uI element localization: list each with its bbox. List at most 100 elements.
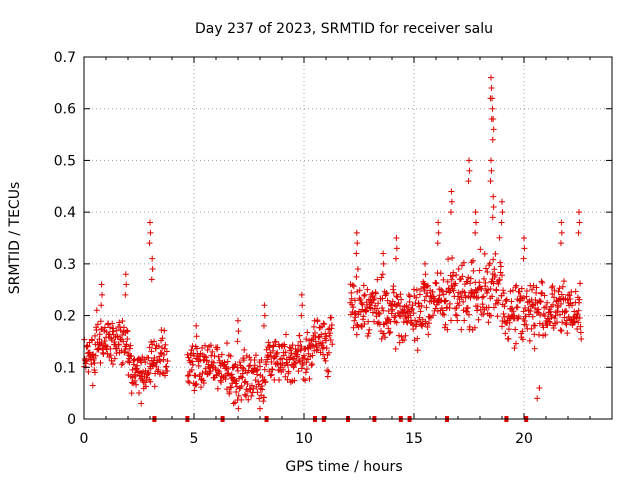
data-point xyxy=(398,296,405,303)
data-point xyxy=(545,315,552,322)
data-point xyxy=(390,283,397,290)
data-point xyxy=(246,354,253,361)
data-point xyxy=(380,250,387,257)
data-point xyxy=(529,302,536,309)
data-point xyxy=(466,157,472,164)
data-point xyxy=(405,304,412,311)
data-point xyxy=(145,355,152,362)
data-point xyxy=(385,325,392,332)
data-point xyxy=(454,317,461,324)
data-point xyxy=(163,363,170,370)
data-point xyxy=(413,294,420,301)
data-point xyxy=(442,297,449,304)
data-point xyxy=(329,341,336,348)
data-point xyxy=(425,331,432,338)
data-point xyxy=(360,313,367,320)
data-point xyxy=(488,167,495,174)
data-point xyxy=(355,311,362,318)
data-point xyxy=(458,326,465,333)
data-point xyxy=(519,328,526,335)
data-point xyxy=(156,371,163,378)
data-point xyxy=(98,281,105,288)
data-point xyxy=(363,307,370,314)
data-point xyxy=(153,363,160,370)
data-point xyxy=(92,352,99,359)
data-point xyxy=(318,331,325,338)
data-point xyxy=(268,359,275,366)
data-point xyxy=(257,405,263,412)
data-point xyxy=(470,257,477,264)
data-point xyxy=(537,312,544,319)
data-point xyxy=(521,235,527,241)
data-point xyxy=(157,349,164,356)
data-point xyxy=(518,285,525,292)
data-point xyxy=(241,391,248,398)
data-point xyxy=(254,366,261,373)
data-point xyxy=(252,352,259,359)
data-point xyxy=(406,298,413,305)
data-point xyxy=(416,303,423,310)
data-point xyxy=(433,280,440,287)
data-point xyxy=(320,344,327,351)
data-point xyxy=(493,286,500,293)
data-point xyxy=(232,361,239,368)
data-point xyxy=(410,326,417,333)
data-point xyxy=(306,375,313,382)
data-point xyxy=(575,307,582,314)
data-point xyxy=(448,188,455,195)
data-point xyxy=(359,301,366,308)
data-point xyxy=(516,288,523,295)
data-point xyxy=(94,321,101,328)
data-point xyxy=(460,259,467,266)
data-point xyxy=(301,352,307,359)
data-point xyxy=(576,209,582,216)
data-point xyxy=(555,288,562,295)
data-point xyxy=(145,370,152,377)
data-point xyxy=(376,310,383,317)
data-point xyxy=(291,377,298,384)
data-point xyxy=(271,354,278,361)
data-point xyxy=(526,311,533,318)
data-point xyxy=(319,339,326,346)
data-point xyxy=(476,279,483,286)
data-point xyxy=(262,378,269,385)
data-point xyxy=(265,339,272,346)
data-point xyxy=(505,335,512,342)
data-point xyxy=(282,349,289,356)
data-point xyxy=(464,304,471,311)
data-point xyxy=(574,326,581,333)
data-point xyxy=(533,284,540,291)
data-point xyxy=(128,390,135,397)
data-point xyxy=(558,219,565,226)
data-point xyxy=(544,299,551,306)
data-point xyxy=(291,360,298,367)
data-point xyxy=(132,373,139,380)
data-point xyxy=(396,312,403,319)
data-point xyxy=(109,361,116,368)
data-point xyxy=(412,317,419,324)
data-point xyxy=(142,383,149,390)
data-point xyxy=(88,361,95,368)
data-point xyxy=(512,326,519,333)
data-point xyxy=(290,364,297,371)
data-point xyxy=(361,292,368,299)
data-point xyxy=(240,357,247,364)
data-point xyxy=(448,198,455,205)
data-point xyxy=(302,377,309,384)
data-point xyxy=(471,324,478,331)
data-point xyxy=(140,368,147,375)
data-point xyxy=(397,291,404,298)
data-point xyxy=(526,337,533,344)
data-point xyxy=(151,383,158,390)
data-point xyxy=(193,333,200,340)
data-point xyxy=(360,282,367,289)
data-point xyxy=(358,322,365,329)
data-point xyxy=(563,308,570,315)
data-point xyxy=(261,312,268,319)
data-point xyxy=(119,317,126,324)
x-tick-label: 10 xyxy=(295,431,313,447)
data-point xyxy=(434,240,441,247)
data-point xyxy=(391,314,398,321)
data-point xyxy=(261,302,268,309)
data-point xyxy=(508,298,515,305)
